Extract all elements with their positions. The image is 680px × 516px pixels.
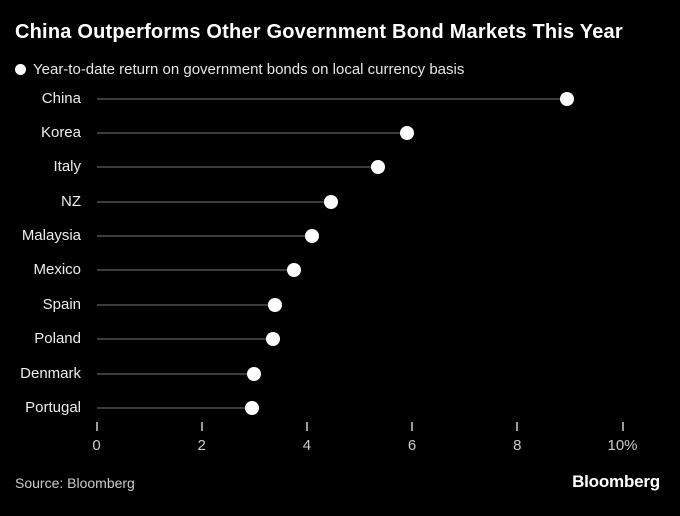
lollipop-stem [96,406,252,409]
x-axis-tick-label: 8 [513,437,522,454]
data-point-dot [399,126,414,141]
x-axis-tick [621,422,624,431]
lollipop-stem [96,338,273,341]
x-axis-tick-label: 0 [92,437,101,454]
x-axis-tick [200,422,203,431]
data-point-dot [286,263,301,278]
x-axis-tick-label: 4 [302,437,312,454]
category-label: Denmark [20,364,81,382]
source-note: Source: Bloomberg [15,475,135,491]
lollipop-stem [96,97,568,100]
data-point-dot [323,194,338,209]
data-point-dot [247,366,262,381]
lollipop-stem [96,303,276,306]
category-label: Malaysia [21,227,81,245]
x-axis-tick [95,422,98,431]
x-axis-tick [516,422,519,431]
lollipop-stem [96,269,294,272]
category-label: NZ [61,192,81,210]
data-point-dot [265,332,280,347]
category-label: China [41,89,81,107]
bloomberg-logo: Bloomberg [572,472,660,491]
category-label: Italy [53,158,81,176]
data-point-dot [305,229,320,244]
lollipop-stem [96,132,407,135]
x-axis-tick-label: 2 [197,437,206,454]
data-point-dot [244,400,259,415]
data-point-dot [268,297,283,312]
category-label: Korea [40,124,81,142]
x-axis-tick [411,422,414,431]
lollipop-stem [96,166,378,169]
data-point-dot [560,91,575,106]
legend: Year-to-date return on government bonds … [15,61,464,78]
category-label: Mexico [33,261,81,279]
lollipop-stem [96,235,313,238]
category-label: Poland [34,330,81,348]
lollipop-stem [96,372,255,375]
category-label: Spain [42,295,81,313]
legend-bullet-icon [15,64,26,75]
chart-title: China Outperforms Other Government Bond … [15,21,623,43]
category-label: Portugal [25,398,81,416]
legend-label: Year-to-date return on government bonds … [33,61,465,78]
lollipop-stem [96,200,331,203]
x-axis-tick [305,422,308,431]
x-axis-tick-label: 10% [607,437,638,454]
x-axis-tick-label: 6 [407,437,417,454]
data-point-dot [370,160,385,175]
